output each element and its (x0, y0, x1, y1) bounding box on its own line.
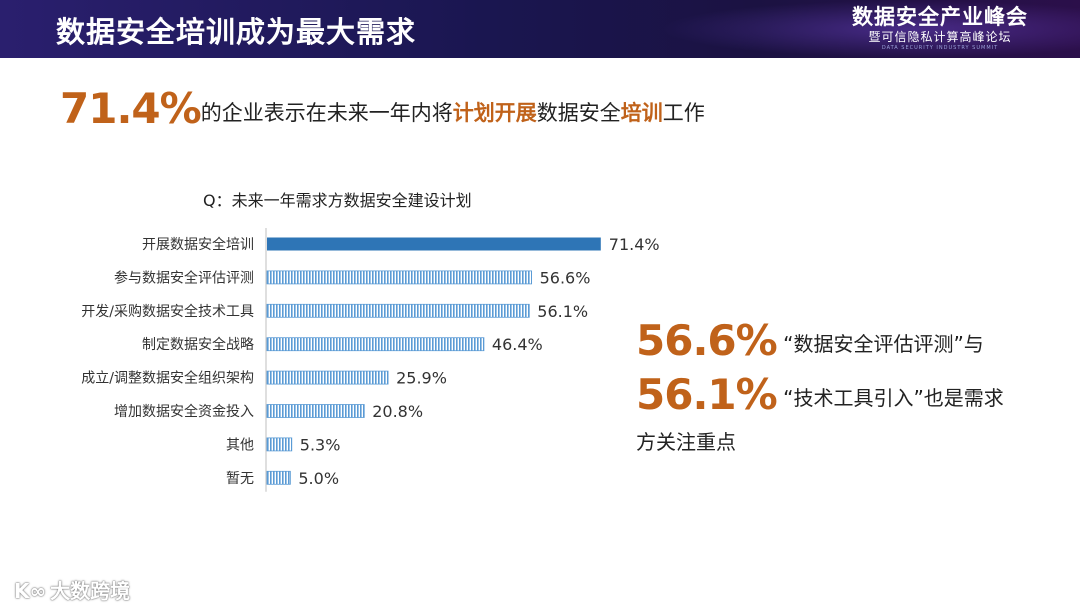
brand-en-text: DATA SECURITY INDUSTRY SUMMIT (881, 45, 999, 51)
side-callout: 56.6% “数据安全评估评测”与 56.1% “技术工具引入”也是需求 方关注… (636, 314, 1046, 462)
category-label: 成立/调整数据安全组织架构 (81, 370, 254, 387)
value-label: 20.8% (372, 402, 423, 421)
callout-text-2: “技术工具引入”也是需求 (783, 386, 1004, 410)
value-label: 46.4% (492, 335, 543, 354)
headline-emphasis-2: 培训 (620, 101, 663, 125)
headline-emphasis-1: 计划开展 (452, 101, 537, 125)
callout-line-3: 方关注重点 (636, 430, 736, 454)
header-bar: 数据安全培训成为最大需求 数据安全产业峰会 暨可信隐私计算高峰论坛 DATA S… (0, 0, 1080, 58)
value-label: 71.4% (609, 235, 660, 254)
callout-percent-1: 56.6% (636, 316, 778, 365)
bar (266, 370, 389, 385)
watermark: K∞ 大数跨境 (14, 575, 130, 604)
watermark-logo-icon: K∞ (14, 579, 47, 603)
value-label: 56.1% (537, 302, 588, 321)
value-label: 5.0% (298, 469, 339, 488)
brand-logo: 数据安全产业峰会 暨可信隐私计算高峰论坛 DATA SECURITY INDUS… (852, 4, 1028, 52)
callout-line-1: 56.6% “数据安全评估评测”与 (636, 314, 1046, 368)
bar (266, 437, 293, 452)
headline: 71.4%的企业表示在未来一年内将计划开展数据安全培训工作 (60, 84, 705, 134)
category-label: 制定数据安全战略 (142, 336, 254, 353)
bar (266, 470, 291, 485)
bar-chart: 开展数据安全培训 71.4% 参与数据安全评估评测 56.6% 开发/采购数据安全技术工… (81, 228, 660, 492)
headline-percent: 71.4% (60, 84, 202, 133)
header-glow (660, 0, 1080, 58)
callout-percent-2: 56.1% (636, 370, 778, 419)
brand-sub-text: 暨可信隐私计算高峰论坛 (868, 30, 1012, 44)
category-label: 开发/采购数据安全技术工具 (81, 303, 254, 320)
watermark-text: 大数跨境 (50, 579, 131, 603)
bar (266, 404, 365, 418)
category-label: 增加数据安全资金投入 (114, 403, 254, 420)
headline-text-2: 数据安全 (536, 101, 621, 125)
bar (266, 303, 530, 318)
category-label: 其他 (226, 437, 254, 453)
category-label: 暂无 (226, 471, 254, 487)
bar (266, 270, 533, 285)
category-label: 开展数据安全培训 (142, 236, 254, 253)
value-label: 5.3% (300, 435, 341, 454)
callout-text-1: “数据安全评估评测”与 (783, 332, 984, 356)
value-label: 56.6% (540, 268, 591, 287)
page-title: 数据安全培训成为最大需求 (56, 15, 417, 49)
headline-text-3: 工作 (662, 101, 705, 125)
category-label: 参与数据安全评估评测 (114, 269, 254, 286)
callout-line-2: 56.1% “技术工具引入”也是需求 (636, 368, 1046, 422)
bar (267, 237, 601, 251)
bar (266, 337, 485, 352)
value-label: 25.9% (396, 369, 447, 388)
brand-main-text: 数据安全产业峰会 (852, 5, 1028, 29)
headline-text-1: 的企业表示在未来一年内将 (200, 101, 453, 125)
chart-title: Q：未来一年需求方数据安全建设计划 (203, 191, 472, 210)
